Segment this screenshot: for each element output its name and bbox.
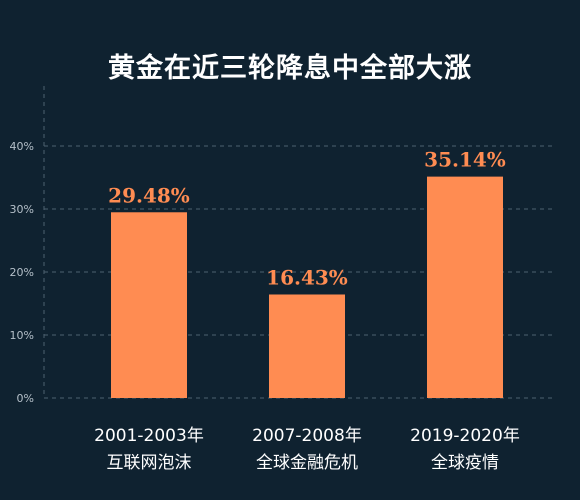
x-tick-label: 2001-2003年 xyxy=(94,426,204,446)
y-tick-label: 20% xyxy=(10,266,34,279)
x-tick-label: 2019-2020年 xyxy=(410,426,520,446)
y-tick-label: 30% xyxy=(10,203,34,216)
bar xyxy=(111,212,187,398)
bar xyxy=(269,294,345,398)
bar xyxy=(427,176,503,398)
y-tick-label: 40% xyxy=(10,140,34,153)
x-tick-sublabel: 互联网泡沫 xyxy=(107,453,192,473)
data-label: 35.14% xyxy=(424,148,506,172)
data-label: 29.48% xyxy=(108,183,190,207)
x-tick-sublabel: 全球疫情 xyxy=(431,453,499,473)
chart-title: 黄金在近三轮降息中全部大涨 xyxy=(108,53,472,84)
data-label: 16.43% xyxy=(266,265,348,289)
y-tick-label: 0% xyxy=(17,392,34,405)
y-tick-label: 10% xyxy=(10,329,34,342)
x-tick-label: 2007-2008年 xyxy=(252,426,362,446)
x-tick-sublabel: 全球金融危机 xyxy=(256,453,358,473)
